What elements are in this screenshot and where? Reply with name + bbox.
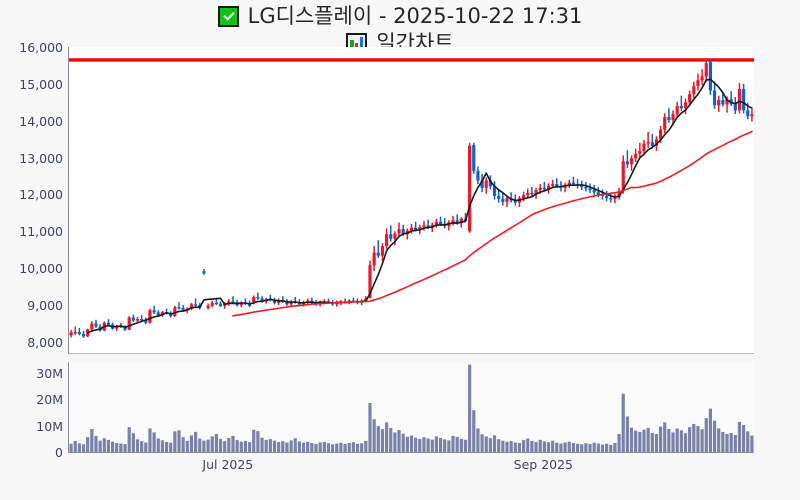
volume-plot (69, 364, 754, 452)
price-axis-tick-10000: 10,000 (19, 261, 63, 277)
price-axis-tick-13000: 13,000 (19, 150, 63, 166)
price-axis-tick-12000: 12,000 (19, 187, 63, 203)
price-axis-tick-9000: 9,000 (27, 298, 63, 314)
volume-axis-tick-3: 30M (36, 365, 63, 381)
x-axis-tick-1: Sep 2025 (513, 457, 574, 472)
price-panel[interactable] (68, 47, 754, 354)
page-title: LG디스플레이 - 2025-10-22 17:31 (247, 4, 583, 28)
title-primary-row: LG디스플레이 - 2025-10-22 17:31 (0, 0, 800, 29)
volume-axis-tick-2: 20M (36, 392, 63, 408)
price-axis-tick-14000: 14,000 (19, 113, 63, 129)
price-axis-tick-16000: 16,000 (19, 40, 63, 55)
volume-axis-tick-1: 10M (36, 418, 63, 434)
green-check-icon (217, 5, 239, 27)
volume-axis-tick-0: 0 (55, 445, 63, 460)
price-axis-tick-11000: 11,000 (19, 224, 63, 240)
x-axis-tick-0: Jul 2025 (202, 457, 254, 472)
volume-panel[interactable] (68, 362, 754, 453)
price-axis-tick-15000: 15,000 (19, 76, 63, 92)
panel-divider (68, 354, 753, 362)
price-axis-tick-8000: 8,000 (27, 334, 63, 350)
price-plot (69, 58, 754, 338)
